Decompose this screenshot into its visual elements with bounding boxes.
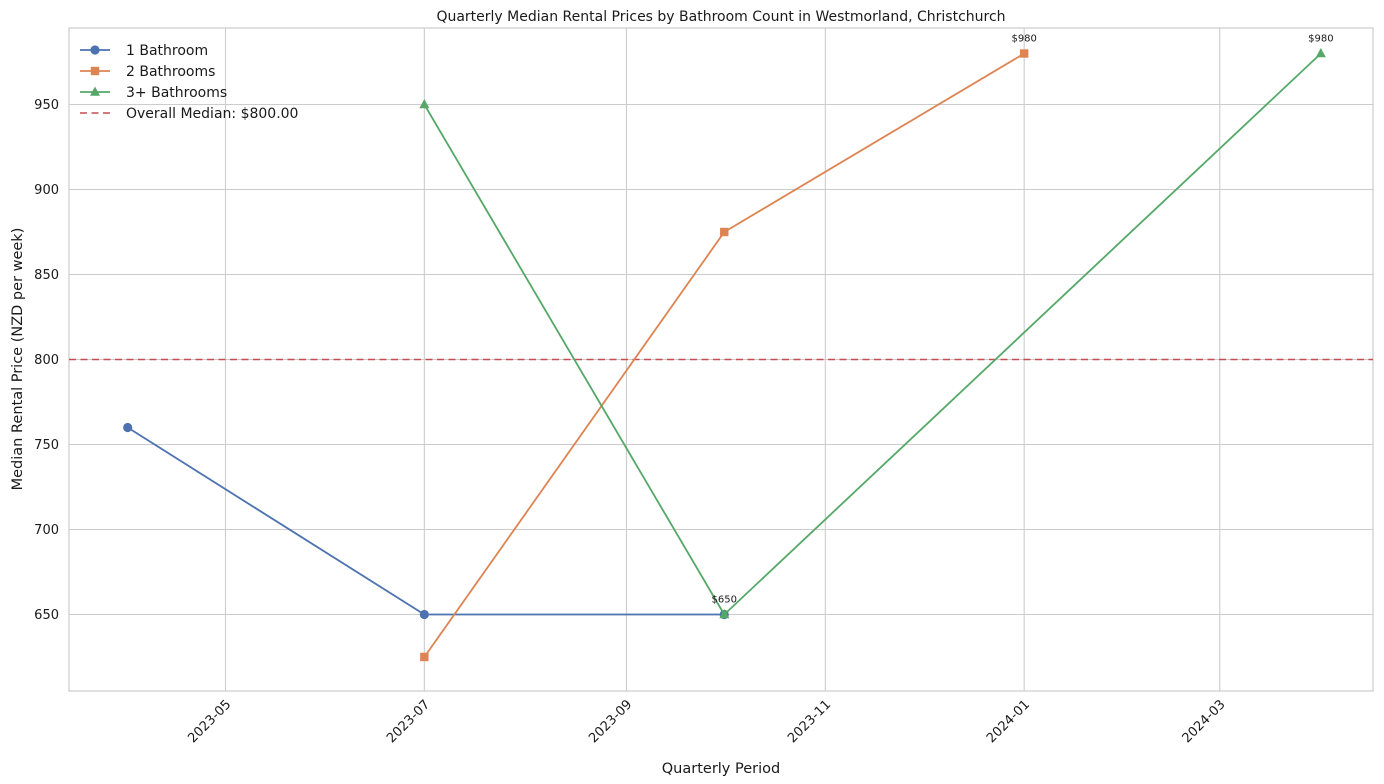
x-tick-label: 2023-09	[586, 697, 635, 746]
x-tick-label: 2023-05	[185, 697, 234, 746]
legend-label: 3+ Bathrooms	[126, 85, 227, 101]
data-point	[419, 99, 430, 109]
y-axis-ticks: 650 700 750 800 850 900 950	[34, 98, 59, 623]
x-tick-label: 2023-07	[384, 697, 433, 746]
legend-label: 1 Bathroom	[126, 43, 208, 59]
data-point	[719, 609, 730, 619]
legend-entry: 2 Bathrooms	[80, 64, 215, 80]
legend-marker	[90, 86, 100, 96]
data-label: $650	[712, 595, 737, 606]
y-tick-label: 700	[34, 523, 59, 538]
data-point	[123, 422, 133, 433]
data-label: $980	[1308, 34, 1333, 45]
series-line	[423, 52, 1025, 658]
legend-label: Overall Median: $800.00	[126, 106, 298, 122]
x-tick-label: 2023-11	[785, 697, 834, 746]
legend-entry: 1 Bathroom	[80, 43, 208, 59]
data-label: $980	[1011, 34, 1036, 45]
series-2	[420, 49, 1029, 662]
y-tick-label: 800	[34, 353, 59, 368]
annotations: $650 $980 $980	[712, 34, 1334, 606]
y-tick-label: 850	[34, 268, 59, 283]
series-group	[123, 48, 1326, 662]
legend-entry: 3+ Bathrooms	[80, 85, 227, 101]
legend: 1 Bathroom 2 Bathrooms 3+ Bathrooms Overall…	[80, 43, 298, 122]
data-point	[420, 652, 429, 662]
legend-label: 2 Bathrooms	[126, 64, 215, 80]
legend-marker	[90, 66, 100, 76]
series-line	[423, 52, 1322, 616]
data-point	[720, 227, 729, 237]
y-axis-label: Median Rental Price (NZD per week)	[10, 228, 26, 491]
chart-title: Quarterly Median Rental Prices by Bathro…	[436, 9, 1005, 25]
y-tick-label: 900	[34, 183, 59, 198]
data-point	[1019, 49, 1029, 58]
x-axis-label: Quarterly Period	[662, 761, 780, 777]
data-point	[419, 609, 429, 620]
series-line	[127, 426, 725, 616]
y-tick-label: 950	[34, 98, 59, 113]
x-tick-label: 2024-01	[984, 697, 1033, 746]
series-3	[419, 48, 1326, 619]
y-tick-label: 650	[34, 608, 59, 623]
data-point	[1315, 48, 1326, 58]
x-tick-label: 2024-03	[1180, 697, 1229, 746]
legend-entry: Overall Median: $800.00	[80, 106, 298, 122]
legend-marker	[90, 45, 100, 55]
series-1	[123, 422, 729, 620]
x-axis-ticks: 2023-05 2023-07 2023-09 2023-11 2024-01 2024-…	[185, 697, 1228, 746]
y-tick-label: 750	[34, 438, 59, 453]
